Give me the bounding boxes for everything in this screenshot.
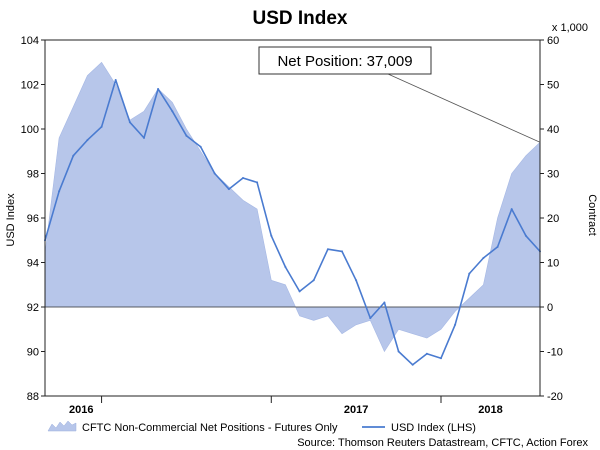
usd-index-line: [44, 79, 541, 366]
usd-index-point: [411, 363, 414, 366]
usd-index-point: [284, 266, 287, 268]
usd-index-point: [440, 357, 442, 360]
right-tick-label: -10: [547, 347, 563, 359]
left-tick-label: 88: [27, 391, 39, 403]
right-tick-label: 30: [547, 169, 559, 181]
usd-index-point: [199, 145, 202, 148]
annotation-leader-line: [387, 73, 541, 143]
plot-area: [44, 61, 541, 366]
usd-index-point: [425, 352, 428, 355]
usd-index-point: [270, 234, 273, 237]
right-tick-label: 60: [547, 35, 559, 47]
usd-index-point: [355, 279, 358, 282]
usd-index-point: [312, 279, 315, 282]
source-note: Source: Thomson Reuters Datastream, CFTC…: [297, 437, 588, 449]
right-tick-label: 20: [547, 213, 559, 225]
x-tick-label: 2018: [478, 404, 502, 416]
usd-index-point: [58, 190, 61, 193]
usd-index-point: [326, 248, 329, 251]
left-tick-label: 100: [21, 124, 39, 136]
right-axis-multiplier: x 1,000: [552, 22, 588, 34]
usd-index-point: [397, 350, 400, 353]
right-axis-label: Contract: [586, 194, 598, 236]
x-tick-label: 2017: [344, 404, 368, 416]
left-tick-label: 92: [27, 302, 39, 314]
right-tick-label: -20: [547, 391, 563, 403]
annotation-text: Net Position: 37,009: [277, 53, 412, 70]
usd-index-point: [369, 317, 372, 320]
usd-index-point: [510, 208, 513, 211]
legend: CFTC Non-Commercial Net Positions - Futu…: [47, 420, 476, 434]
left-tick-label: 102: [21, 80, 39, 92]
legend-area-swatch: [47, 420, 77, 432]
usd-index-point: [242, 177, 244, 179]
axes: 88 90 92 94 96 98 100 102 104 -20 -10 0 10 20 30 40 50 60…: [21, 35, 563, 416]
left-tick-label: 96: [27, 213, 39, 225]
usd-index-point: [468, 272, 471, 275]
chart-title: USD Index: [252, 8, 347, 29]
usd-index-point: [72, 154, 75, 157]
usd-index-point: [454, 323, 457, 326]
annotation: Net Position: 37,009: [258, 46, 541, 143]
x-tick-label: 2016: [69, 404, 93, 416]
left-tick-label: 90: [27, 347, 39, 359]
usd-index-point: [383, 301, 386, 304]
usd-index-point: [341, 250, 343, 253]
usd-index-point: [298, 290, 301, 293]
usd-index-point: [114, 79, 117, 81]
usd-index-point: [213, 172, 216, 175]
left-tick-label: 94: [27, 258, 39, 270]
usd-index-point: [171, 110, 174, 113]
usd-index-point: [100, 125, 103, 128]
usd-index-point: [482, 257, 485, 259]
usd-index-point: [185, 134, 188, 137]
usd-index-point: [143, 136, 145, 139]
legend-area-label: CFTC Non-Commercial Net Positions - Futu…: [82, 422, 338, 434]
usd-index-point: [227, 188, 230, 191]
legend-line-label: USD Index (LHS): [391, 422, 476, 434]
usd-index-point: [256, 181, 259, 184]
usd-index-point: [86, 139, 89, 142]
right-tick-label: 40: [547, 124, 559, 136]
right-tick-label: 50: [547, 80, 559, 92]
left-tick-label: 104: [21, 35, 39, 47]
usd-index-point: [496, 245, 499, 248]
annotation-box: [258, 46, 432, 75]
usd-index-point: [157, 88, 160, 90]
right-tick-label: 0: [547, 302, 553, 314]
net-positions-area: [44, 61, 541, 353]
usd-index-point: [524, 234, 527, 237]
usd-index-point: [128, 121, 131, 124]
left-tick-label: 98: [27, 169, 39, 181]
right-tick-label: 10: [547, 258, 559, 270]
left-axis-label: USD Index: [5, 193, 17, 247]
